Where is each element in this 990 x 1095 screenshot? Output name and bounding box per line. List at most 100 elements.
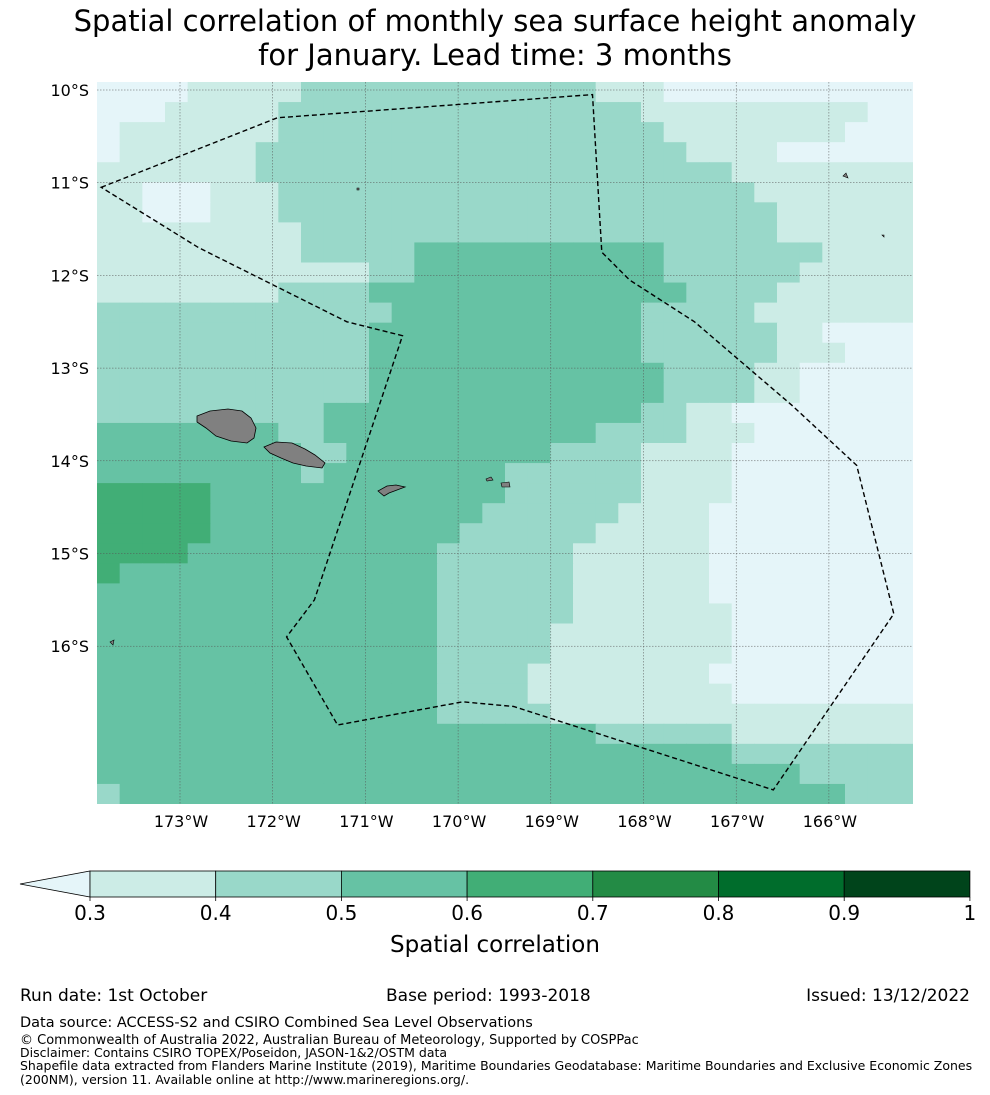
- correlation-cell: [323, 402, 347, 424]
- correlation-cell: [890, 122, 913, 143]
- correlation-cell: [233, 222, 257, 244]
- correlation-cell: [686, 643, 710, 665]
- correlation-cell: [867, 82, 891, 103]
- correlation-cell: [845, 443, 869, 464]
- correlation-cell: [255, 422, 279, 444]
- correlation-cell: [97, 543, 121, 564]
- correlation-cell: [822, 443, 846, 464]
- correlation-cell: [845, 523, 869, 544]
- correlation-cell: [550, 743, 574, 765]
- correlation-cell: [822, 483, 846, 504]
- correlation-cell: [255, 583, 279, 605]
- correlation-cell: [573, 683, 597, 705]
- correlation-cell: [641, 663, 665, 685]
- correlation-cell: [527, 723, 551, 745]
- correlation-cell: [527, 463, 551, 484]
- correlation-cell: [799, 202, 823, 223]
- correlation-cell: [414, 723, 438, 745]
- correlation-cell: [210, 82, 234, 103]
- correlation-cell: [97, 503, 121, 524]
- correlation-cell: [618, 182, 642, 203]
- correlation-cell: [777, 623, 801, 645]
- correlation-cell: [414, 663, 438, 685]
- correlation-cell: [845, 603, 869, 625]
- correlation-cell: [799, 463, 823, 484]
- correlation-cell: [278, 623, 302, 645]
- correlation-cell: [165, 282, 189, 304]
- correlation-cell: [799, 603, 823, 625]
- correlation-cell: [890, 382, 913, 404]
- correlation-cell: [210, 162, 234, 183]
- correlation-cell: [391, 623, 415, 645]
- correlation-cell: [187, 643, 211, 665]
- correlation-cell: [890, 202, 913, 223]
- correlation-cell: [618, 342, 642, 364]
- correlation-cell: [595, 362, 619, 384]
- correlation-cell: [482, 102, 506, 123]
- correlation-cell: [459, 683, 483, 705]
- correlation-cell: [527, 102, 551, 123]
- correlation-cell: [573, 222, 597, 244]
- correlation-cell: [119, 222, 143, 244]
- correlation-cell: [822, 663, 846, 685]
- correlation-cell: [867, 523, 891, 544]
- correlation-cell: [754, 102, 778, 123]
- correlation-cell: [754, 182, 778, 203]
- correlation-cell: [165, 523, 189, 544]
- correlation-cell: [323, 102, 347, 123]
- correlation-cell: [527, 443, 551, 464]
- correlation-cell: [867, 623, 891, 645]
- correlation-cell: [165, 222, 189, 244]
- correlation-cell: [233, 703, 257, 725]
- correlation-cell: [686, 583, 710, 605]
- correlation-cell: [210, 322, 234, 344]
- correlation-cell: [187, 663, 211, 685]
- correlation-cell: [459, 623, 483, 645]
- correlation-cell: [369, 523, 393, 544]
- correlation-cell: [709, 362, 733, 384]
- correlation-cell: [459, 583, 483, 605]
- correlation-cell: [890, 463, 913, 484]
- correlation-cell: [505, 322, 529, 344]
- correlation-cell: [505, 623, 529, 645]
- correlation-cell: [573, 643, 597, 665]
- correlation-cell: [391, 302, 415, 324]
- correlation-cell: [573, 182, 597, 203]
- correlation-cell: [255, 563, 279, 584]
- correlation-cell: [595, 222, 619, 244]
- correlation-cell: [573, 603, 597, 625]
- correlation-cell: [890, 262, 913, 284]
- correlation-cell: [142, 262, 166, 284]
- correlation-cell: [482, 262, 506, 284]
- correlation-cell: [301, 162, 325, 183]
- correlation-cell: [414, 463, 438, 484]
- correlation-cell: [686, 202, 710, 223]
- correlation-cell: [97, 382, 121, 404]
- correlation-cell: [867, 503, 891, 524]
- correlation-cell: [346, 142, 370, 163]
- correlation-cell: [505, 142, 529, 163]
- correlation-cell: [527, 763, 551, 785]
- correlation-cell: [686, 102, 710, 123]
- correlation-cell: [595, 302, 619, 324]
- correlation-cell: [482, 322, 506, 344]
- correlation-cell: [346, 122, 370, 143]
- correlation-cell: [641, 703, 665, 725]
- correlation-cell: [890, 483, 913, 504]
- correlation-cell: [210, 202, 234, 223]
- correlation-cell: [369, 122, 393, 143]
- correlation-cell: [641, 362, 665, 384]
- correlation-cell: [437, 723, 461, 745]
- correlation-cell: [165, 583, 189, 605]
- correlation-cell: [119, 523, 143, 544]
- correlation-cell: [663, 182, 687, 203]
- correlation-cell: [437, 102, 461, 123]
- correlation-cell: [890, 783, 913, 804]
- correlation-cell: [165, 82, 189, 103]
- correlation-cell: [187, 783, 211, 804]
- correlation-cell: [618, 543, 642, 564]
- correlation-cell: [890, 342, 913, 364]
- correlation-cell: [233, 342, 257, 364]
- chart-title: Spatial correlation of monthly sea surfa…: [0, 4, 990, 72]
- correlation-cell: [595, 743, 619, 765]
